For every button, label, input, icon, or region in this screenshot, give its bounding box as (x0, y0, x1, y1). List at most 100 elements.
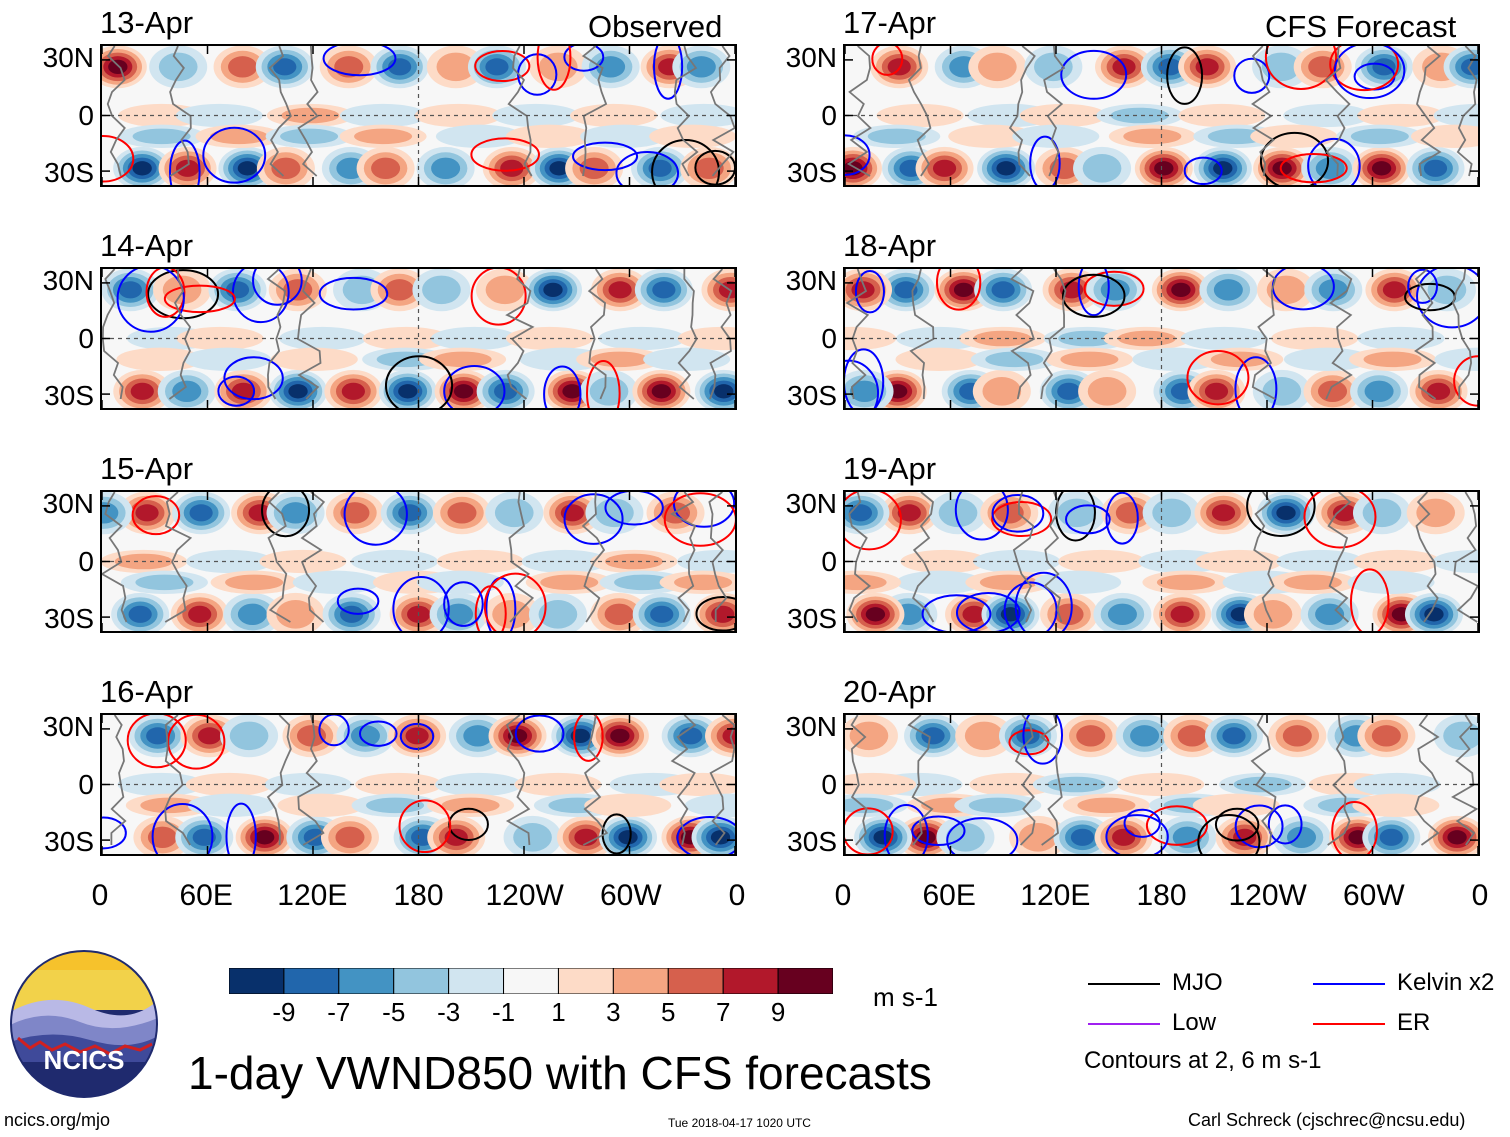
anomaly-shade (1272, 161, 1292, 176)
contour-line (1077, 269, 1110, 317)
contour-line (1246, 492, 1316, 537)
x-tick-label: 120W (1228, 879, 1307, 912)
anomaly-shade (1115, 502, 1145, 524)
anomaly-shade (584, 793, 672, 818)
anomaly-shade (118, 281, 142, 299)
anomaly-shade (1110, 107, 1169, 124)
colorbar-tick-label: 9 (770, 997, 786, 1027)
coastline-segment (164, 492, 193, 623)
coastline-segment (1043, 492, 1063, 623)
anomaly-shade (694, 157, 724, 180)
anomaly-shade (1077, 797, 1136, 814)
contour-line (1029, 135, 1061, 185)
contour-line (399, 722, 435, 750)
y-tick-label: 0 (78, 545, 94, 577)
contour-line (1145, 805, 1208, 846)
x-tick-label: 120E (1020, 879, 1091, 912)
logo-text: NCICS (43, 1045, 125, 1075)
anomaly-shade (686, 56, 716, 78)
anomaly-shade (248, 504, 272, 522)
contour-line (343, 492, 408, 546)
y-tick-label: 0 (821, 322, 837, 354)
contour-line (384, 355, 454, 408)
y-tick-label: 30S (44, 379, 94, 411)
anomaly-shade (507, 728, 528, 743)
anomaly-shade (604, 603, 634, 626)
wave-contours (116, 269, 621, 408)
contour-line (1105, 814, 1169, 854)
anomaly-shade (1283, 347, 1371, 372)
anomaly-shade (643, 347, 731, 372)
anomaly-shade (1132, 347, 1220, 372)
anomaly-shade (341, 382, 365, 400)
anomaly-shade (270, 347, 358, 372)
anomaly-shade (1082, 154, 1122, 183)
coastline-segment (709, 715, 735, 846)
anomaly-shade (1170, 605, 1194, 623)
colorbar-tick-label: 5 (661, 997, 676, 1027)
x-tick-label: 180 (1136, 879, 1187, 912)
contour-line (991, 500, 1053, 538)
contour-line (1062, 273, 1126, 318)
anomaly-shade (1379, 828, 1403, 846)
y-tick-label: 30N (42, 488, 94, 520)
website-link[interactable]: ncics.org/mjo (4, 1110, 111, 1130)
coastline-segment (1324, 46, 1351, 177)
anomaly-shade (1047, 776, 1106, 793)
contour-line (225, 802, 257, 854)
anomaly-shade (1158, 58, 1182, 76)
anomaly-shade (288, 384, 308, 399)
x-tick-label: 0 (834, 879, 852, 912)
anomaly-shade (1371, 161, 1392, 176)
anomaly-shade (962, 605, 986, 623)
coastline-segment (581, 46, 608, 177)
coastline-segment (709, 269, 733, 400)
colorbar-tick-label: 3 (606, 997, 621, 1027)
anomaly-shade (1012, 124, 1100, 149)
coastline-segment (1043, 46, 1066, 177)
anomaly-shade (921, 727, 945, 745)
contour-line (126, 715, 187, 769)
map-ticks (845, 492, 1478, 631)
x-tick-label: 60E (179, 879, 233, 912)
x-tick-label: 60W (1342, 879, 1405, 912)
anomaly-shade (540, 574, 599, 591)
y-tick-label: 30S (787, 825, 837, 857)
contour-line (676, 816, 735, 854)
anomaly-shade (340, 502, 370, 524)
anomaly-shade (1060, 351, 1119, 368)
legend-label: Kelvin x2 (1397, 969, 1495, 996)
contour-line (911, 815, 966, 847)
anomaly-shade (1434, 347, 1478, 372)
contour-line (946, 817, 1019, 854)
anomaly-shade (277, 793, 365, 818)
anomaly-shade (1152, 498, 1191, 528)
contour-line (318, 715, 350, 747)
coastline-segment (169, 46, 192, 177)
anomaly-shade (1382, 281, 1407, 299)
anomaly-shade (1070, 828, 1095, 846)
anomaly-shade (447, 502, 477, 524)
anomaly-shade (651, 384, 672, 399)
contour-line (102, 135, 135, 183)
anomaly-shade (648, 159, 672, 177)
map-panel (100, 267, 737, 410)
anomaly-shade (189, 504, 213, 522)
coastlines (845, 269, 1472, 400)
map-svg (102, 715, 735, 854)
anomaly-shade (279, 326, 367, 351)
ncics-logo: NCICS (10, 950, 158, 1098)
anomaly-shade (185, 772, 273, 797)
coastline-segment (267, 492, 291, 623)
contour-line (443, 581, 484, 627)
legend-label: MJO (1172, 969, 1223, 996)
coastline-segment (505, 715, 531, 846)
anomaly-shade (354, 128, 413, 145)
map-ticks (845, 715, 1478, 854)
anomaly-shade (116, 347, 204, 372)
anomaly-shade (225, 574, 284, 591)
wind-field (102, 46, 735, 185)
wave-contours (845, 492, 1390, 631)
wind-field (845, 46, 1478, 185)
anomaly-shade (485, 58, 509, 76)
